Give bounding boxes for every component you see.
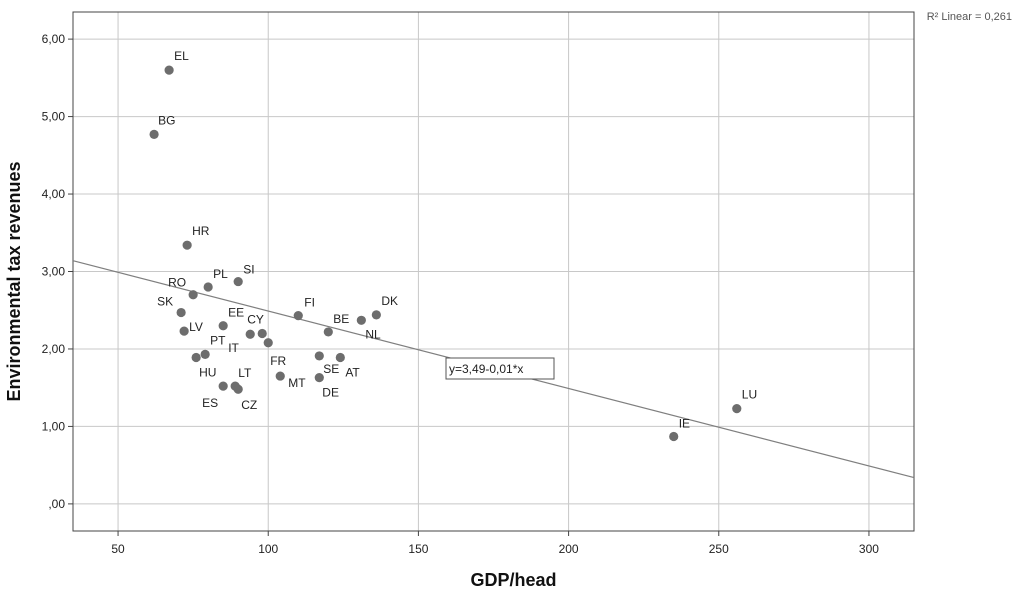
data-point [314,351,324,361]
data-points: EL BG HR SI PL RO SK LV EE CY IT FI BE DK NL AT SE PT HU FR… [149,49,757,442]
point-label: MT [288,376,306,390]
point-label: ES [202,396,218,410]
data-point [293,311,303,321]
point-label: FI [304,296,315,310]
data-point [356,315,366,325]
data-point [314,373,324,383]
x-axis-ticks: 50 100 150 200 250 300 [111,531,879,556]
r2-linear-label: R² Linear = 0,261 [927,11,1012,23]
data-point [218,381,228,391]
data-point [669,431,679,442]
point-label: IE [679,416,690,430]
point-label: SK [157,295,173,309]
x-tick-label: 300 [859,542,879,556]
x-tick-label: 250 [709,542,729,556]
data-point [218,321,228,331]
y-axis-ticks: ,00 1,00 2,00 3,00 4,00 5,00 6,00 [42,32,73,511]
equation-box [445,357,555,380]
point-label: PL [213,267,228,281]
data-point [191,352,201,363]
x-tick-label: 200 [559,542,579,556]
point-label: IT [228,341,239,355]
y-tick-label: 3,00 [42,265,66,279]
point-label: PT [210,333,226,347]
point-label: BE [333,312,349,326]
point-label: BG [158,113,175,127]
x-tick-label: 100 [258,542,278,556]
data-point [200,349,210,359]
point-label: HR [192,224,210,238]
data-point [257,328,267,339]
y-axis-title: Environmental tax revenues [4,161,24,401]
point-label: DE [322,386,339,400]
data-point [164,65,174,75]
point-label: DK [381,294,398,308]
x-tick-label: 50 [111,542,125,556]
data-point [203,282,213,292]
data-point [233,276,243,287]
data-point [176,307,186,318]
y-tick-label: 2,00 [42,342,66,356]
y-tick-label: 4,00 [42,187,66,201]
point-label: RO [168,276,186,290]
data-point [732,404,742,414]
x-axis-title: GDP/head [470,570,556,590]
point-label: NL [365,327,381,341]
x-tick-label: 150 [408,542,428,556]
data-point [245,329,255,339]
data-point [371,310,381,320]
point-label: FR [270,354,286,368]
point-label: LU [742,388,757,402]
data-point [323,327,333,337]
point-label: LV [189,320,203,334]
point-label: HU [199,365,216,379]
data-point [188,290,198,300]
point-label: AT [345,365,360,379]
data-point [149,129,159,139]
point-label: EE [228,306,244,320]
equation-label: y=3,49-0,01*x [449,362,523,376]
point-label: SE [323,362,339,376]
point-label: CZ [241,398,257,412]
data-point [233,384,243,394]
equation-annotation: y=3,49-0,01*x [445,357,555,380]
data-point [335,352,345,363]
y-tick-label: 1,00 [42,419,66,433]
gridlines [73,12,914,531]
data-point [263,338,273,348]
data-point [182,240,192,250]
data-point [275,371,285,381]
point-label: EL [174,49,189,63]
point-label: SI [243,263,254,277]
point-label: LT [238,366,252,380]
y-tick-label: ,00 [48,497,65,511]
point-label: CY [247,312,264,326]
y-tick-label: 5,00 [42,110,66,124]
data-point [179,326,189,336]
y-tick-label: 6,00 [42,32,66,46]
